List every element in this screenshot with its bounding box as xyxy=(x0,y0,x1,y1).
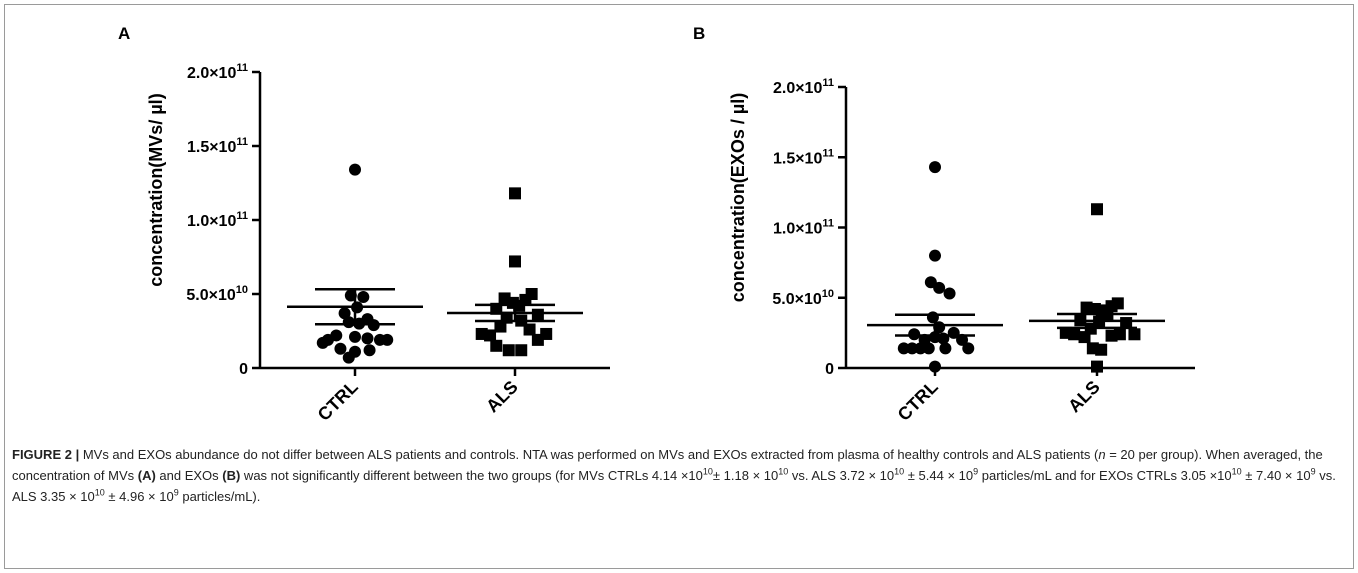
chart-panel-a: 0 5.0×1010 1.0×1011 1.5×1011 2.0×1011 concent… xyxy=(146,62,610,425)
x-tick-label-als: ALS xyxy=(1064,377,1104,417)
data-point-ctrl-14 xyxy=(906,342,919,355)
caption-text-3: and EXOs xyxy=(155,468,223,483)
y-tick-label-2: 1.0×1011 xyxy=(773,218,834,238)
chart-panel-b: 0 5.0×1010 1.0×1011 1.5×1011 2.0×1011 concent… xyxy=(728,77,1195,425)
caption-text-7: ± 5.44 × 10 xyxy=(904,468,974,483)
caption-text-9: ± 7.40 × 10 xyxy=(1241,468,1311,483)
data-point-als-15 xyxy=(484,329,497,342)
data-point-als-18 xyxy=(1095,343,1108,356)
caption-text-8: particles/mL and for EXOs CTRLs 3.05 ×10 xyxy=(978,468,1232,483)
data-point-als-15 xyxy=(1105,329,1118,342)
caption-text-12: particles/mL). xyxy=(178,489,261,504)
data-point-ctrl-19 xyxy=(929,360,941,373)
data-point-als-13 xyxy=(1128,328,1141,341)
caption-exp-6: 9 xyxy=(1310,466,1316,477)
caption-exp-2: 10 xyxy=(778,466,789,477)
y-tick-label-4: 2.0×1011 xyxy=(187,62,248,82)
caption-exp-7: 10 xyxy=(94,487,105,498)
data-point-ctrl-10 xyxy=(349,330,361,343)
y-axis-label: concentration(MVs/ µl) xyxy=(146,93,166,286)
y-tick-label-1: 5.0×1010 xyxy=(186,284,248,304)
data-point-ctrl-0 xyxy=(929,161,941,174)
data-point-ctrl-11 xyxy=(361,332,374,345)
data-point-als-16 xyxy=(1078,331,1091,344)
caption-text-5: ± 1.18 × 10 xyxy=(712,468,779,483)
figure-frame xyxy=(4,4,1354,569)
data-point-als-0 xyxy=(1091,203,1103,216)
series-als xyxy=(1029,203,1165,373)
data-point-ctrl-1 xyxy=(929,249,941,262)
panel-letter-a: A xyxy=(118,24,131,43)
data-point-ctrl-15 xyxy=(914,342,927,355)
caption-exp-3: 10 xyxy=(894,466,905,477)
data-point-ctrl-3 xyxy=(933,281,946,294)
data-point-ctrl-13 xyxy=(897,342,910,355)
data-point-als-19 xyxy=(1091,360,1103,373)
data-point-als-12 xyxy=(523,323,536,336)
data-point-als-16 xyxy=(531,333,544,346)
data-point-als-12 xyxy=(1068,328,1081,341)
data-point-ctrl-18 xyxy=(962,342,975,355)
data-point-ctrl-14 xyxy=(381,333,394,346)
series-ctrl xyxy=(287,163,423,364)
x-tick-label-ctrl: CTRL xyxy=(894,377,942,425)
data-point-ctrl-11 xyxy=(956,333,969,346)
caption-exp-4: 9 xyxy=(973,466,979,477)
figure-label: FIGURE 2 | xyxy=(12,447,80,462)
series-als xyxy=(447,187,583,357)
caption-ref-b: (B) xyxy=(222,468,241,483)
y-tick-label-4: 2.0×1011 xyxy=(773,77,834,97)
figure-caption: FIGURE 2 | MVs and EXOs abundance do not… xyxy=(12,444,1338,507)
caption-exp-5: 10 xyxy=(1231,466,1242,477)
data-point-ctrl-0 xyxy=(349,163,361,176)
y-tick-label-2: 1.0×1011 xyxy=(187,210,248,230)
data-point-ctrl-2 xyxy=(357,290,370,303)
caption-text-1: MVs and EXOs abundance do not differ bet… xyxy=(79,447,1099,462)
caption-text-6: vs. ALS 3.72 × 10 xyxy=(788,468,895,483)
caption-ref-a: (A) xyxy=(137,468,156,483)
y-tick-label-0: 0 xyxy=(239,361,248,378)
data-point-als-19 xyxy=(515,344,528,357)
data-point-ctrl-17 xyxy=(939,342,952,355)
caption-n: n xyxy=(1098,447,1106,462)
data-point-als-0 xyxy=(509,187,521,200)
caption-text-10: vs. ALS 3.35 × 10 xyxy=(12,468,1336,504)
caption-exp-1: 10 xyxy=(702,466,713,477)
data-point-als-18 xyxy=(502,344,515,357)
y-tick-label-3: 1.5×1011 xyxy=(187,136,248,156)
y-tick-label-1: 5.0×1010 xyxy=(772,288,834,308)
y-tick-label-3: 1.5×1011 xyxy=(773,147,834,167)
data-point-als-11 xyxy=(494,320,507,333)
data-point-ctrl-19 xyxy=(342,351,355,364)
data-point-ctrl-16 xyxy=(922,342,935,355)
series-ctrl xyxy=(867,161,1003,373)
data-point-ctrl-4 xyxy=(943,287,956,300)
caption-text-11: ± 4.96 × 10 xyxy=(104,489,174,504)
data-point-ctrl-17 xyxy=(363,344,376,357)
caption-text-2: = 20 per group). When averaged, the conc… xyxy=(12,447,1323,483)
panel-letter-b: B xyxy=(693,24,706,43)
data-point-ctrl-8 xyxy=(908,328,921,341)
data-point-als-17 xyxy=(490,339,503,352)
y-tick-label-0: 0 xyxy=(825,361,834,378)
caption-text-4: was not significantly different between … xyxy=(240,468,703,483)
y-axis-label: concentration(EXOs / µl) xyxy=(728,93,748,302)
data-point-als-1 xyxy=(509,255,521,268)
data-point-ctrl-16 xyxy=(334,342,347,355)
data-point-ctrl-15 xyxy=(316,336,329,349)
caption-exp-8: 9 xyxy=(173,487,179,498)
